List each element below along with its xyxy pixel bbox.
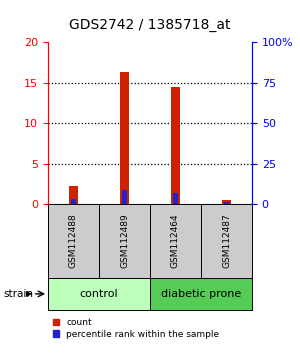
Bar <box>173 193 178 204</box>
Text: GSM112488: GSM112488 <box>69 213 78 268</box>
Text: ▶: ▶ <box>26 289 32 298</box>
Bar <box>171 87 180 204</box>
Bar <box>122 190 127 204</box>
Bar <box>48 278 150 310</box>
Text: diabetic prone: diabetic prone <box>161 289 241 299</box>
Text: GDS2742 / 1385718_at: GDS2742 / 1385718_at <box>69 18 231 32</box>
Bar <box>120 72 129 204</box>
Legend: count, percentile rank within the sample: count, percentile rank within the sample <box>52 318 219 338</box>
Bar <box>222 200 231 204</box>
Bar <box>69 186 78 204</box>
Bar <box>150 278 252 310</box>
Text: GSM112489: GSM112489 <box>120 213 129 268</box>
Text: strain: strain <box>3 289 33 299</box>
Bar <box>71 199 76 204</box>
Text: control: control <box>80 289 118 299</box>
Bar <box>224 202 229 204</box>
Text: GSM112464: GSM112464 <box>171 213 180 268</box>
Text: GSM112487: GSM112487 <box>222 213 231 268</box>
